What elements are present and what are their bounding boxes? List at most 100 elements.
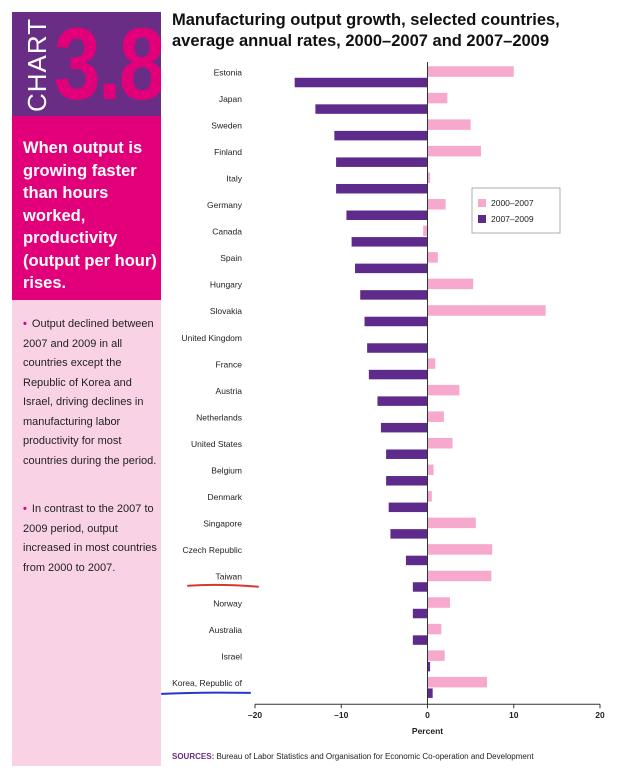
category-label-norway: Norway bbox=[213, 598, 243, 608]
sidebar: CHART 3.8 When output is growing faster … bbox=[12, 12, 161, 766]
x-tick-label: 20 bbox=[595, 710, 605, 720]
chart-number-banner: CHART 3.8 bbox=[12, 12, 161, 116]
legend-swatch-2000-2007 bbox=[478, 199, 486, 207]
category-label-united-kingdom: United Kingdom bbox=[182, 333, 242, 343]
bar-2007-2009-austria bbox=[377, 396, 428, 406]
bar-2000-2007-czech-republic bbox=[427, 544, 493, 555]
bar-2007-2009-hungary bbox=[360, 290, 428, 300]
bar-2007-2009-netherlands bbox=[380, 422, 428, 433]
bar-2007-2009-japan bbox=[315, 104, 428, 114]
x-tick-label: 10 bbox=[509, 710, 519, 720]
bar-2000-2007-korea-republic-of bbox=[427, 676, 488, 688]
category-label-czech-republic: Czech Republic bbox=[182, 545, 242, 555]
bar-2007-2009-canada bbox=[351, 237, 428, 247]
category-label-finland: Finland bbox=[214, 147, 242, 157]
bar-2007-2009-france bbox=[368, 369, 428, 380]
bar-2007-2009-spain bbox=[355, 263, 428, 274]
bar-2000-2007-hungary bbox=[427, 278, 474, 290]
chart-number: 3.8 bbox=[54, 12, 161, 116]
legend-label-2000-2007: 2000–2007 bbox=[491, 198, 534, 208]
x-tick-label: –10 bbox=[334, 710, 348, 720]
bar-2007-2009-czech-republic bbox=[405, 555, 428, 566]
category-label-sweden: Sweden bbox=[211, 120, 242, 130]
sources-label: SOURCES: bbox=[172, 752, 215, 761]
bar-2000-2007-belgium bbox=[427, 464, 434, 476]
category-label-netherlands: Netherlands bbox=[196, 412, 242, 422]
category-label-canada: Canada bbox=[212, 227, 242, 237]
legend-swatch-2007-2009 bbox=[478, 215, 486, 223]
bar-2000-2007-australia bbox=[427, 623, 442, 635]
bar-2007-2009-germany bbox=[346, 210, 428, 221]
bar-2007-2009-sweden bbox=[334, 130, 428, 141]
bar-2000-2007-france bbox=[427, 358, 436, 369]
bar-2000-2007-sweden bbox=[427, 119, 471, 130]
category-label-belgium: Belgium bbox=[211, 466, 242, 476]
bullet-icon: • bbox=[23, 318, 27, 330]
category-label-italy: Italy bbox=[226, 173, 242, 183]
annotation-underline-taiwan bbox=[187, 583, 259, 588]
chart-word: CHART bbox=[22, 17, 52, 112]
bar-2007-2009-united-states bbox=[386, 449, 428, 459]
x-axis-title: Percent bbox=[412, 726, 443, 736]
bar-2007-2009-united-kingdom bbox=[367, 343, 428, 353]
category-label-austria: Austria bbox=[216, 386, 243, 396]
bar-chart: Estonia Japan Sweden Finland Italy Germany Can… bbox=[161, 62, 605, 736]
bar-2000-2007-netherlands bbox=[427, 411, 444, 422]
bar-2000-2007-singapore bbox=[427, 517, 476, 529]
bar-2000-2007-norway bbox=[427, 597, 450, 608]
bar-2007-2009-finland bbox=[336, 157, 428, 167]
note-2-text: In contrast to the 2007 to 2009 period, … bbox=[23, 503, 157, 574]
category-label-singapore: Singapore bbox=[203, 519, 242, 529]
bar-2000-2007-united-states bbox=[427, 437, 453, 449]
category-label-hungary: Hungary bbox=[210, 280, 243, 290]
note-1-text: Output declined between 2007 and 2009 in… bbox=[23, 318, 157, 467]
bar-2007-2009-israel bbox=[427, 661, 431, 672]
headline-box: When output is growing faster than hours… bbox=[12, 116, 161, 300]
category-label-united-states: United States bbox=[191, 439, 242, 449]
x-tick-label: 0 bbox=[425, 710, 430, 720]
category-label-denmark: Denmark bbox=[208, 492, 243, 502]
bar-2007-2009-denmark bbox=[388, 502, 428, 513]
category-label-france: France bbox=[216, 359, 243, 369]
legend-box bbox=[471, 187, 561, 234]
bar-2000-2007-italy bbox=[427, 172, 431, 183]
bar-2000-2007-spain bbox=[427, 252, 438, 263]
bar-2000-2007-canada bbox=[423, 225, 428, 237]
bar-2000-2007-israel bbox=[427, 650, 445, 661]
category-label-taiwan: Taiwan bbox=[216, 572, 243, 582]
bar-2007-2009-singapore bbox=[390, 529, 428, 539]
sources-note: SOURCES: Bureau of Labor Statistics and … bbox=[172, 752, 612, 761]
chart-title: Manufacturing output growth, selected co… bbox=[172, 11, 560, 50]
bar-2000-2007-denmark bbox=[427, 491, 432, 502]
category-label-japan: Japan bbox=[219, 94, 242, 104]
category-label-spain: Spain bbox=[220, 253, 242, 263]
bar-2000-2007-finland bbox=[427, 145, 481, 157]
category-label-germany: Germany bbox=[207, 200, 243, 210]
bar-2007-2009-australia bbox=[412, 635, 428, 645]
bar-2000-2007-japan bbox=[427, 92, 448, 104]
headline: When output is growing faster than hours… bbox=[23, 139, 157, 292]
bar-2000-2007-slovakia bbox=[427, 305, 546, 316]
category-label-israel: Israel bbox=[221, 651, 242, 661]
bar-2007-2009-taiwan bbox=[412, 582, 428, 592]
bullet-icon: • bbox=[23, 503, 27, 515]
sources-text: Bureau of Labor Statistics and Organisat… bbox=[216, 752, 534, 761]
note-1: • Output declined between 2007 and 2009 … bbox=[23, 315, 157, 471]
category-label-korea-republic-of: Korea, Republic of bbox=[172, 678, 243, 688]
bar-2007-2009-belgium bbox=[386, 476, 428, 486]
category-label-estonia: Estonia bbox=[214, 67, 243, 77]
annotation-underline-korea bbox=[161, 691, 251, 695]
bar-2007-2009-estonia bbox=[294, 77, 428, 88]
bar-2007-2009-italy bbox=[336, 183, 428, 194]
note-2: • In contrast to the 2007 to 2009 period… bbox=[23, 500, 157, 578]
category-label-slovakia: Slovakia bbox=[210, 306, 242, 316]
x-tick-label: –20 bbox=[248, 710, 262, 720]
bar-2007-2009-korea-republic-of bbox=[427, 688, 433, 698]
bar-2000-2007-estonia bbox=[427, 66, 514, 77]
bar-2007-2009-slovakia bbox=[364, 316, 428, 327]
bar-2000-2007-austria bbox=[427, 384, 460, 396]
legend-label-2007-2009: 2007–2009 bbox=[491, 214, 534, 224]
bar-2000-2007-germany bbox=[427, 199, 446, 210]
bar-2000-2007-taiwan bbox=[427, 570, 492, 582]
bar-2007-2009-norway bbox=[412, 608, 428, 619]
